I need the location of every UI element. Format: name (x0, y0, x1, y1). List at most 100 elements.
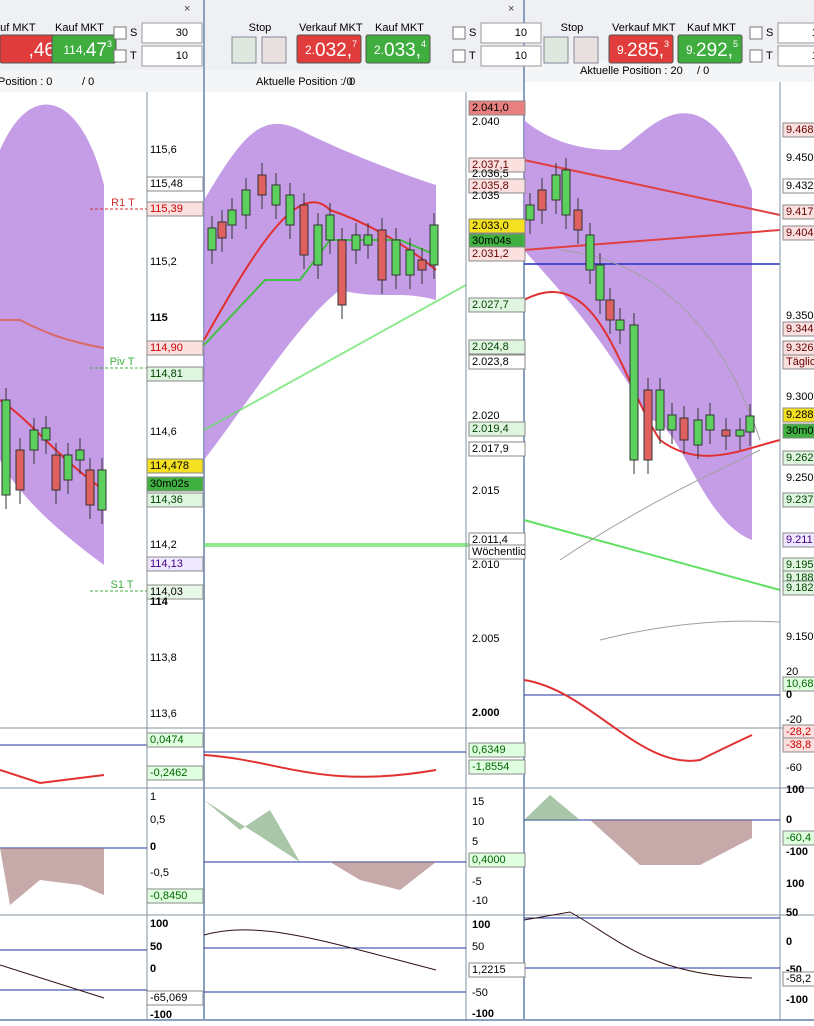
axis-label: 115,48 (150, 178, 183, 190)
price-prefix: 9. (686, 43, 696, 57)
axis-label: 115,2 (150, 256, 177, 268)
buy-button[interactable] (677, 34, 743, 64)
candle (537, 189, 547, 211)
axis-label: 0 (150, 841, 156, 853)
candle (217, 221, 227, 239)
candle (745, 415, 755, 433)
checkbox[interactable] (452, 49, 466, 63)
label-box (146, 176, 204, 192)
candle (75, 449, 85, 461)
candle (615, 319, 625, 331)
label-box (468, 157, 526, 173)
sell-button[interactable] (608, 34, 674, 64)
axis-label: 0,0474 (150, 734, 184, 746)
axis-label: 114,6 (150, 426, 177, 438)
axis-label: 9.344 (786, 323, 814, 335)
axis-label: 30m0 (786, 425, 814, 437)
price-prefix: 2. (305, 43, 315, 57)
candle (377, 229, 387, 281)
stop-button[interactable] (261, 36, 287, 64)
stop-button[interactable] (573, 36, 599, 64)
sell-label: Verkauf MKT (612, 22, 676, 34)
label-box (782, 450, 814, 466)
label-box (468, 354, 526, 370)
buy-price: 9.292,5 (686, 39, 738, 61)
label-box (782, 532, 814, 548)
axis-label: 9.417 (786, 206, 814, 218)
candle (285, 194, 295, 226)
s-value: 30 (176, 27, 188, 39)
close-button: × (508, 3, 514, 15)
axis-label: -60 (786, 762, 802, 774)
candle (63, 454, 73, 481)
candle (643, 389, 653, 461)
s-input[interactable] (480, 22, 542, 44)
stop-button[interactable] (231, 36, 257, 64)
axis-label: -0,2462 (150, 767, 187, 779)
label-box (146, 340, 204, 356)
axis-label: 1 (150, 791, 156, 803)
axis-label: 2.019,4 (472, 423, 509, 435)
candle (693, 419, 703, 446)
sell-button[interactable] (296, 34, 362, 64)
s-input[interactable] (777, 22, 814, 44)
axis-label: 2.035,8 (472, 180, 509, 192)
buy-button[interactable] (51, 34, 117, 64)
axis-label: 2.033,0 (472, 220, 509, 232)
buy-label: Kauf MKT (375, 22, 424, 34)
candle (227, 209, 237, 226)
t-input[interactable] (480, 45, 542, 67)
checkbox[interactable] (113, 49, 127, 63)
checkbox[interactable] (749, 49, 763, 63)
label-box (468, 544, 526, 560)
axis-label: -38,8 (786, 739, 811, 751)
axis-label: 2.035 (472, 190, 500, 202)
label-box (146, 584, 204, 600)
axis-label: 114,478 (150, 460, 189, 472)
stop-button[interactable] (543, 36, 569, 64)
candle (525, 204, 535, 221)
t-input[interactable] (141, 45, 203, 67)
candle (561, 169, 571, 216)
t-label: T (766, 50, 773, 62)
checkbox[interactable] (749, 26, 763, 40)
label-box (782, 423, 814, 439)
axis-label: 0,4000 (472, 854, 506, 866)
axis-label: -60,4 (786, 832, 811, 844)
candle (363, 234, 373, 246)
axis-label: Täglic (786, 356, 814, 368)
candle (299, 204, 309, 256)
axis-label: 2.000 (472, 707, 500, 719)
axis-label: 114,13 (150, 558, 183, 570)
label-box (146, 476, 204, 492)
checkbox[interactable] (113, 26, 127, 40)
axis-label: 9.211 (786, 534, 813, 546)
axis-label: 115,6 (150, 144, 177, 156)
s-input[interactable] (141, 22, 203, 44)
label-box (468, 246, 526, 262)
t-label: T (130, 50, 137, 62)
axis-label: 115 (150, 312, 168, 324)
axis-label: -100 (786, 846, 808, 858)
price-sup: 3 (107, 39, 112, 49)
buy-button[interactable] (365, 34, 431, 64)
t-input[interactable] (777, 45, 814, 67)
checkbox[interactable] (452, 26, 466, 40)
axis-label: 9.326 (786, 342, 814, 354)
axis-label: -100 (472, 1008, 494, 1020)
label-box (146, 990, 204, 1006)
price-main: 47 (86, 40, 107, 61)
buy-label: Kauf MKT (687, 22, 736, 34)
candle (15, 449, 25, 491)
axis-label: 2.017,9 (472, 443, 509, 455)
axis-label: 113,8 (150, 652, 177, 664)
axis-label: 113,6 (150, 708, 177, 720)
axis-label: 114,90 (150, 342, 183, 354)
axis-label: -28,2 (786, 726, 811, 738)
price-main: 285, (627, 40, 664, 61)
sell-label: Verkauf MKT (299, 22, 363, 34)
position-label: Aktuelle Position : 0 (256, 76, 353, 88)
position-label: Position : 0 (0, 76, 52, 88)
label-box (146, 888, 204, 904)
candle (313, 224, 323, 266)
